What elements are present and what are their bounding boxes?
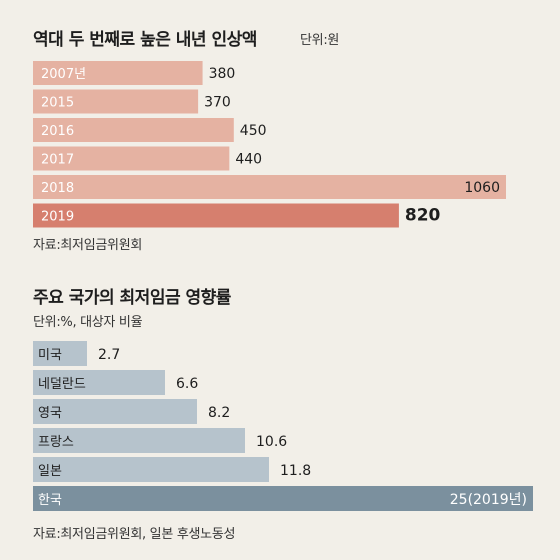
category-label: 미국 xyxy=(38,348,62,363)
value-label: 450 xyxy=(240,123,267,139)
chart1-title: 역대 두 번째로 높은 내년 인상액 xyxy=(33,30,257,50)
value-label: 10.6 xyxy=(256,434,287,450)
category-label: 2015 xyxy=(41,96,74,111)
bar xyxy=(33,486,533,511)
bar xyxy=(33,428,245,453)
value-label: 380 xyxy=(209,66,236,82)
category-label: 2016 xyxy=(41,124,74,139)
category-label: 2007년 xyxy=(41,67,86,82)
bar xyxy=(33,89,199,114)
category-label: 2018 xyxy=(41,181,74,196)
category-label: 네덜란드 xyxy=(38,377,86,392)
value-label: 370 xyxy=(204,95,231,111)
bar xyxy=(33,399,197,424)
category-label: 한국 xyxy=(38,493,62,508)
chart2-unit: 단위:%, 대상자 비율 xyxy=(33,315,143,330)
bar xyxy=(33,203,399,228)
category-label: 2017 xyxy=(41,153,74,168)
value-label: 440 xyxy=(235,152,262,168)
category-label: 영국 xyxy=(38,406,62,421)
bar xyxy=(33,370,165,395)
value-label: 6.6 xyxy=(176,376,198,392)
chart1-unit: 단위:원 xyxy=(300,33,340,48)
bar xyxy=(33,61,203,85)
bar xyxy=(33,118,234,142)
bar xyxy=(33,341,87,366)
value-label: 2.7 xyxy=(98,347,120,363)
category-label: 2019 xyxy=(41,210,74,225)
chart2-title: 주요 국가의 최저임금 영향률 xyxy=(33,288,231,308)
chart1-source: 자료:최저임금위원회 xyxy=(33,238,143,253)
value-label: 25(2019년) xyxy=(450,492,527,508)
category-label: 일본 xyxy=(38,464,62,479)
category-label: 프랑스 xyxy=(38,435,74,450)
bar xyxy=(33,457,269,482)
chart2-source: 자료:최저임금위원회, 일본 후생노동성 xyxy=(33,527,236,542)
value-label: 8.2 xyxy=(208,405,230,421)
bar xyxy=(33,175,506,199)
value-label: 1060 xyxy=(464,180,500,196)
bar xyxy=(33,146,230,171)
value-label: 820 xyxy=(405,206,441,226)
value-label: 11.8 xyxy=(280,463,311,479)
